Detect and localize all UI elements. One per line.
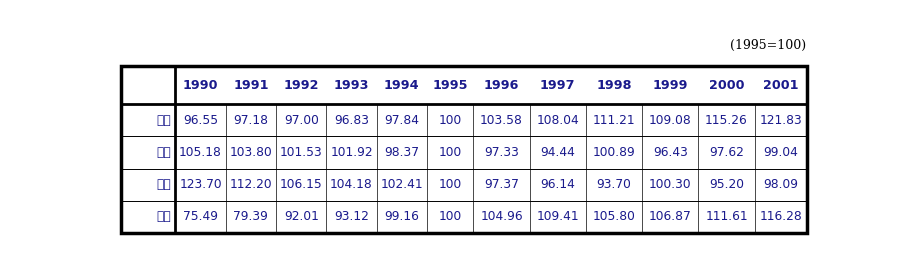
Text: 96.83: 96.83: [334, 114, 369, 127]
Text: 104.96: 104.96: [480, 210, 523, 223]
Text: 93.12: 93.12: [334, 210, 369, 223]
Text: 1990: 1990: [183, 79, 218, 92]
Text: 105.80: 105.80: [593, 210, 635, 223]
Text: 104.18: 104.18: [330, 178, 373, 191]
Text: 111.21: 111.21: [593, 114, 635, 127]
Text: 1996: 1996: [483, 79, 520, 92]
Text: 97.62: 97.62: [709, 146, 744, 159]
Text: 100.89: 100.89: [593, 146, 635, 159]
Text: 106.15: 106.15: [280, 178, 323, 191]
Text: 93.70: 93.70: [596, 178, 631, 191]
Text: 97.18: 97.18: [234, 114, 269, 127]
Text: 96.14: 96.14: [540, 178, 575, 191]
Text: 1993: 1993: [334, 79, 369, 92]
Text: 100: 100: [438, 178, 462, 191]
Text: 1997: 1997: [540, 79, 575, 92]
Text: 123.70: 123.70: [179, 178, 222, 191]
Text: 101.53: 101.53: [280, 146, 323, 159]
Text: 98.37: 98.37: [384, 146, 419, 159]
Text: 98.09: 98.09: [763, 178, 798, 191]
Text: 111.61: 111.61: [705, 210, 748, 223]
Text: 경제: 경제: [156, 178, 171, 191]
Text: 97.37: 97.37: [484, 178, 519, 191]
Text: 121.83: 121.83: [759, 114, 802, 127]
Text: 제도: 제도: [156, 210, 171, 223]
Text: 96.55: 96.55: [183, 114, 218, 127]
Text: 109.41: 109.41: [537, 210, 579, 223]
Text: 97.84: 97.84: [384, 114, 419, 127]
Text: 75.49: 75.49: [183, 210, 218, 223]
Text: 94.44: 94.44: [540, 146, 575, 159]
Text: 101.92: 101.92: [330, 146, 373, 159]
Text: 1992: 1992: [283, 79, 319, 92]
Text: 102.41: 102.41: [381, 178, 423, 191]
Text: 103.58: 103.58: [480, 114, 523, 127]
Text: 99.16: 99.16: [384, 210, 419, 223]
Text: 100.30: 100.30: [649, 178, 692, 191]
Text: 115.26: 115.26: [705, 114, 748, 127]
Bar: [121, 66, 807, 233]
Text: 1999: 1999: [652, 79, 688, 92]
Text: 2001: 2001: [763, 79, 798, 92]
Text: 1998: 1998: [596, 79, 631, 92]
Text: 106.87: 106.87: [649, 210, 692, 223]
Text: (1995=100): (1995=100): [730, 39, 806, 52]
Text: 92.01: 92.01: [284, 210, 318, 223]
Text: 환경: 환경: [156, 146, 171, 159]
Text: 100: 100: [438, 146, 462, 159]
Text: 99.04: 99.04: [763, 146, 798, 159]
Text: 100: 100: [438, 210, 462, 223]
Text: 1994: 1994: [384, 79, 419, 92]
Text: 97.00: 97.00: [284, 114, 318, 127]
Text: 79.39: 79.39: [234, 210, 268, 223]
Text: 108.04: 108.04: [537, 114, 579, 127]
Text: 109.08: 109.08: [649, 114, 692, 127]
Text: 2000: 2000: [709, 79, 744, 92]
Text: 1995: 1995: [432, 79, 468, 92]
Text: 100: 100: [438, 114, 462, 127]
Text: 112.20: 112.20: [230, 178, 272, 191]
Text: 116.28: 116.28: [759, 210, 802, 223]
Text: 사회: 사회: [156, 114, 171, 127]
Text: 96.43: 96.43: [653, 146, 687, 159]
Text: 97.33: 97.33: [484, 146, 519, 159]
Text: 95.20: 95.20: [709, 178, 744, 191]
Text: 103.80: 103.80: [229, 146, 272, 159]
Text: 105.18: 105.18: [179, 146, 222, 159]
Text: 1991: 1991: [233, 79, 269, 92]
